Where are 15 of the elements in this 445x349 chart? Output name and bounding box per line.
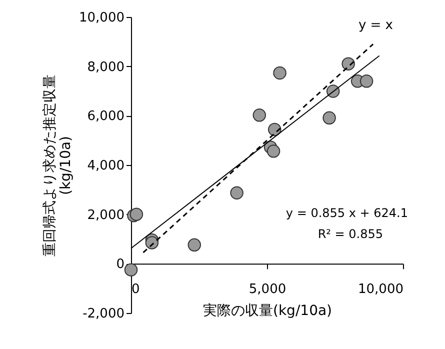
y-tick-label: -2,000 [82,306,124,322]
y-tick-label: 8,000 [87,60,124,75]
annotation: R² = 0.855 [318,227,383,241]
y-tick-label: 0 [116,257,124,272]
y-tick-label: 2,000 [87,208,124,223]
y-tick-label: 6,000 [87,109,124,124]
x-tick-label: 0 [132,282,140,298]
x-tick-label: 10,000 [358,282,404,298]
y-tick-label: 4,000 [87,158,124,174]
x-axis-title: 実際の収量(kg/10a) [202,303,332,320]
annotation: y = 0.855 x + 624.1 [286,206,408,220]
annotation: y = x [358,18,394,33]
y-tick-label: 10,000 [79,10,124,26]
y-axis-title: 重回帰式より求めた推定収量 (kg/10a) [42,74,74,256]
x-tick-label: 5,000 [248,282,286,298]
